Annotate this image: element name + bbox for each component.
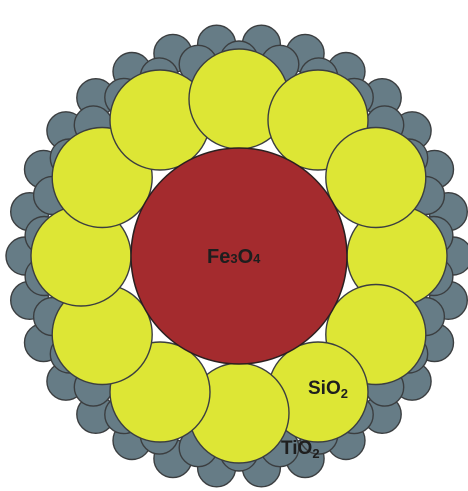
core-label-sub-3: 3 bbox=[230, 251, 237, 266]
middle-label-sio: SiO bbox=[308, 378, 341, 399]
outer-label-tio: TiO bbox=[281, 438, 312, 459]
middle-shell-label: SiO2 bbox=[308, 378, 348, 401]
outer-shell-label: TiO2 bbox=[281, 438, 320, 461]
fe3o4-core-particle bbox=[130, 147, 348, 365]
core-label-sub-4: 4 bbox=[253, 251, 261, 266]
sio2-sphere-12 bbox=[325, 126, 427, 229]
sio2-middle-shell bbox=[30, 48, 448, 464]
core-label-fe: Fe bbox=[207, 246, 230, 268]
middle-label-sub-2: 2 bbox=[341, 386, 348, 401]
outer-label-sub-2: 2 bbox=[312, 446, 319, 461]
core-label: Fe3O4 bbox=[207, 246, 261, 268]
core-label-o: O bbox=[238, 246, 254, 268]
